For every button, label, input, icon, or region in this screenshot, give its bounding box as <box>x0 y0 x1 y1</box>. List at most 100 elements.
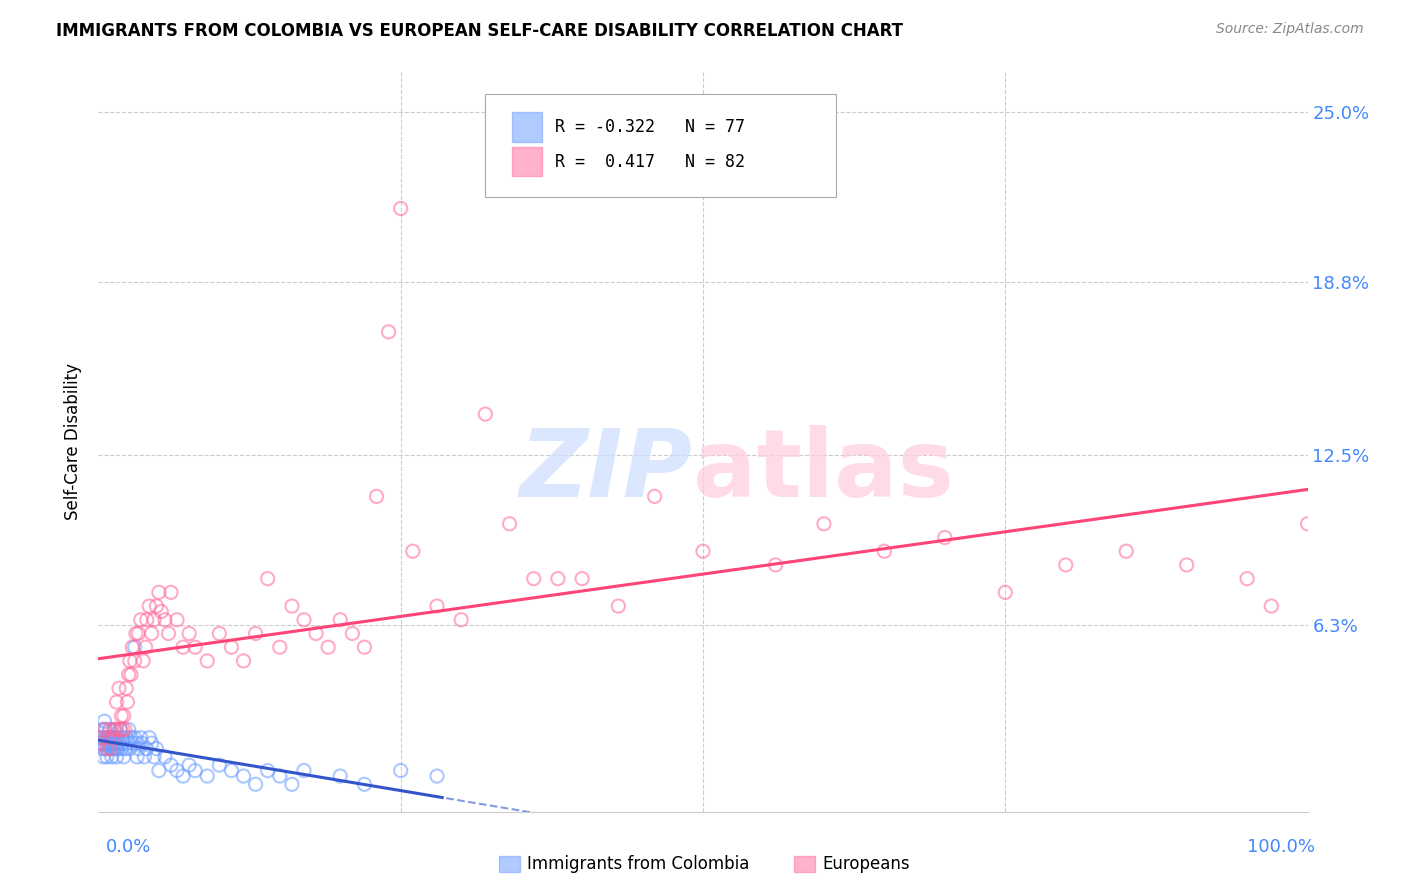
Point <box>124 731 146 745</box>
Point <box>112 750 135 764</box>
Point <box>157 626 180 640</box>
Point <box>96 741 118 756</box>
Point <box>269 769 291 783</box>
Point <box>127 750 149 764</box>
Point <box>120 667 142 681</box>
Point <box>329 613 352 627</box>
Point <box>96 736 118 750</box>
Point <box>111 731 134 745</box>
Point <box>184 764 207 778</box>
Point <box>134 750 156 764</box>
Point <box>120 731 142 745</box>
Point <box>96 750 118 764</box>
Point <box>111 723 134 737</box>
Point <box>607 599 630 613</box>
Point <box>143 613 166 627</box>
Point <box>141 626 163 640</box>
Point <box>1175 558 1198 572</box>
Point <box>256 764 278 778</box>
Text: Immigrants from Colombia: Immigrants from Colombia <box>527 855 749 873</box>
Point <box>1296 516 1319 531</box>
Point <box>121 640 143 655</box>
Point <box>111 736 134 750</box>
Point <box>129 613 152 627</box>
Point <box>132 654 155 668</box>
Point <box>105 736 128 750</box>
Point <box>124 640 146 655</box>
Point <box>172 769 194 783</box>
Text: R = -0.322   N = 77: R = -0.322 N = 77 <box>555 118 745 136</box>
FancyBboxPatch shape <box>485 94 837 197</box>
Point <box>91 741 114 756</box>
Point <box>873 544 896 558</box>
Point <box>813 516 835 531</box>
Point <box>1260 599 1282 613</box>
Point <box>91 723 114 737</box>
Point <box>103 736 125 750</box>
Point <box>221 640 243 655</box>
Point <box>118 723 141 737</box>
Point <box>402 544 425 558</box>
Bar <box>512 147 543 177</box>
Point <box>179 626 201 640</box>
Point <box>115 731 138 745</box>
Point <box>135 640 157 655</box>
Point <box>692 544 714 558</box>
Point <box>172 640 194 655</box>
Point <box>98 723 121 737</box>
Point <box>93 741 115 756</box>
Point <box>305 626 328 640</box>
Text: Europeans: Europeans <box>823 855 910 873</box>
Point <box>127 626 149 640</box>
Point <box>100 731 122 745</box>
Point <box>934 531 956 545</box>
Point <box>114 723 136 737</box>
Point <box>121 736 143 750</box>
Point <box>292 764 315 778</box>
Point <box>117 695 139 709</box>
Point <box>426 769 449 783</box>
Point <box>366 489 388 503</box>
Point <box>131 736 153 750</box>
Point <box>389 202 412 216</box>
Point <box>112 708 135 723</box>
Point <box>153 750 176 764</box>
Text: 0.0%: 0.0% <box>105 838 150 855</box>
Point <box>135 741 157 756</box>
Point <box>103 723 125 737</box>
Text: Source: ZipAtlas.com: Source: ZipAtlas.com <box>1216 22 1364 37</box>
Point <box>117 736 139 750</box>
Point <box>353 777 375 791</box>
Point <box>994 585 1017 599</box>
Point <box>256 572 278 586</box>
Point <box>97 741 120 756</box>
Point <box>100 750 122 764</box>
Point <box>125 736 148 750</box>
Point <box>107 741 129 756</box>
Point <box>115 681 138 696</box>
Point <box>87 731 110 745</box>
Point <box>94 731 117 745</box>
Point <box>547 572 569 586</box>
Point <box>100 723 122 737</box>
Point <box>125 626 148 640</box>
Point <box>93 714 115 729</box>
Point <box>118 667 141 681</box>
Point <box>245 777 267 791</box>
Point <box>103 723 125 737</box>
Point <box>118 741 141 756</box>
Point <box>765 558 787 572</box>
Point <box>145 599 167 613</box>
Point <box>114 741 136 756</box>
Point <box>179 758 201 772</box>
Y-axis label: Self-Care Disability: Self-Care Disability <box>65 363 83 520</box>
Text: atlas: atlas <box>693 425 955 517</box>
Point <box>166 764 188 778</box>
Point <box>118 654 141 668</box>
Point <box>135 613 157 627</box>
Point <box>127 741 149 756</box>
Point <box>232 654 254 668</box>
Point <box>93 723 115 737</box>
Point <box>107 731 129 745</box>
Point <box>148 764 170 778</box>
